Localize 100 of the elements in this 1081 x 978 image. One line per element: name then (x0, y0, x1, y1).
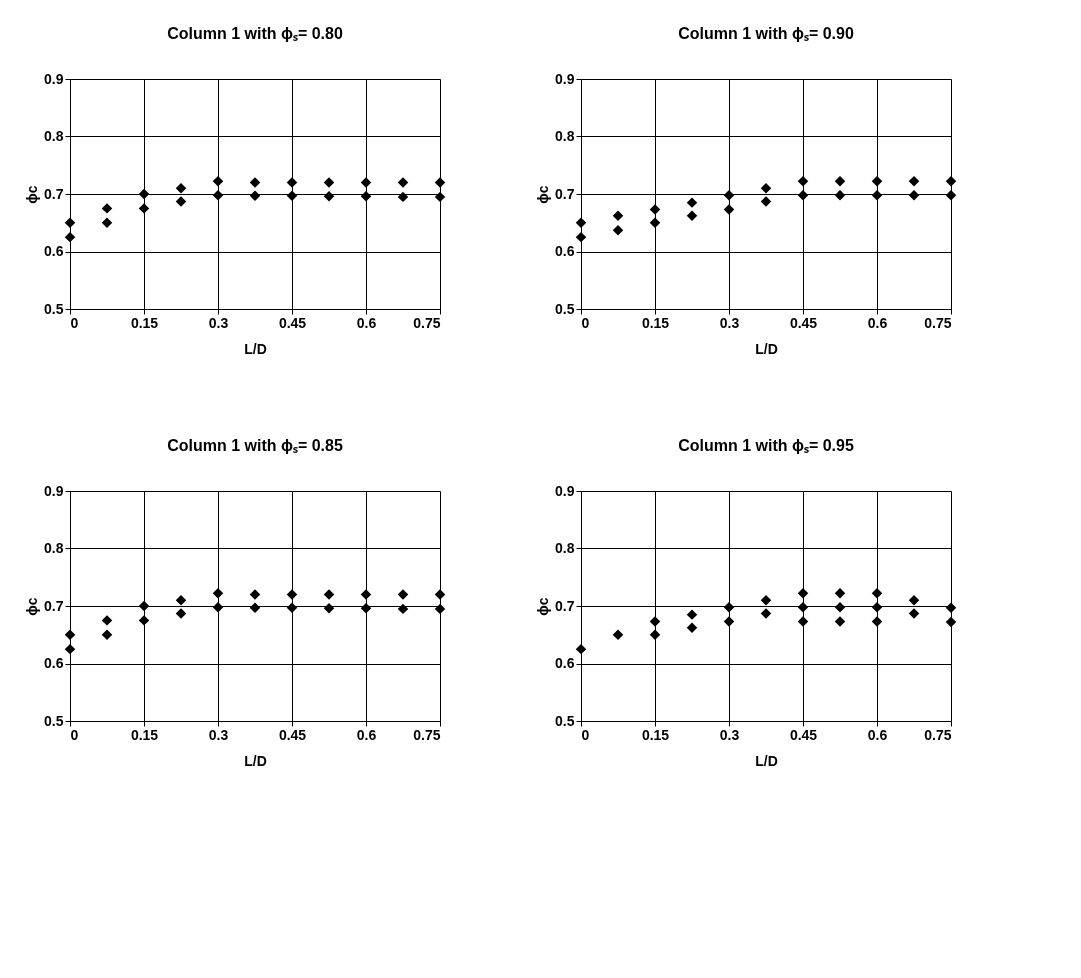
point (101, 217, 113, 228)
point (360, 589, 372, 600)
point (797, 588, 809, 599)
point (871, 616, 883, 627)
point (834, 601, 846, 613)
y-axis-title: ϕc (24, 597, 41, 616)
point (871, 189, 883, 201)
point (723, 616, 735, 627)
point (323, 603, 335, 614)
x-tick-label: 0 (70, 726, 79, 743)
point (723, 601, 735, 613)
y-tick-label: 0.6 (44, 655, 64, 671)
point (249, 177, 261, 188)
x-axis-title: L/D (244, 752, 267, 769)
point (434, 589, 446, 600)
y-tick-label: 0.6 (44, 243, 64, 259)
point (101, 629, 113, 640)
point (434, 177, 446, 188)
x-tick-label: 0.6 (356, 726, 377, 743)
point (834, 189, 846, 201)
point (797, 176, 809, 187)
point (760, 196, 772, 207)
x-tick-label: 0.75 (924, 726, 952, 743)
y-tick-label: 0.6 (555, 243, 575, 259)
x-tick-label: 0 (581, 726, 590, 743)
y-axis-title: ϕc (535, 597, 552, 616)
y-tick-label: 0.5 (555, 712, 575, 729)
point (434, 191, 446, 203)
point (575, 643, 587, 655)
point (575, 231, 587, 243)
point (797, 189, 809, 201)
x-tick-label: 0.6 (867, 314, 888, 331)
x-tick-label: 0.45 (789, 726, 818, 743)
x-tick-label: 0.15 (130, 726, 159, 743)
point (212, 601, 224, 613)
point (723, 189, 735, 201)
point (212, 588, 224, 599)
point (323, 191, 335, 202)
point (360, 177, 372, 188)
point (945, 189, 957, 201)
point (649, 616, 661, 627)
point (323, 589, 335, 600)
point (360, 191, 372, 202)
x-tick-label: 0.45 (278, 726, 307, 743)
point (249, 190, 261, 201)
x-tick-label: 0.75 (413, 726, 441, 743)
point (212, 176, 224, 187)
point (286, 177, 298, 188)
point (175, 196, 187, 207)
y-tick-label: 0.9 (555, 482, 575, 499)
point (945, 616, 957, 628)
y-tick-label: 0.6 (555, 655, 575, 671)
point (723, 204, 735, 215)
point (286, 589, 298, 600)
point (323, 177, 335, 188)
point (945, 176, 957, 187)
x-tick-label: 0.15 (641, 726, 670, 743)
point (138, 188, 150, 200)
point (760, 183, 772, 194)
point (612, 210, 624, 222)
point (101, 615, 113, 626)
x-tick-label: 0.45 (278, 314, 307, 331)
point (138, 203, 150, 214)
point (612, 224, 624, 236)
point (397, 603, 409, 615)
y-axis-title: ϕc (535, 185, 552, 204)
point (649, 629, 661, 640)
point (908, 189, 920, 201)
x-tick-label: 0.3 (719, 314, 740, 331)
chart-title: Column 1 with ϕₛ= 0.95 (678, 437, 854, 454)
point (908, 608, 920, 619)
x-axis-title: L/D (244, 340, 267, 357)
point (871, 588, 883, 599)
point (175, 608, 187, 619)
point (649, 217, 661, 228)
x-tick-label: 0.3 (208, 314, 229, 331)
point (138, 615, 150, 626)
point (64, 217, 76, 228)
point (101, 203, 113, 214)
point (175, 183, 187, 194)
point (575, 217, 587, 228)
point (397, 191, 409, 203)
point (64, 231, 76, 243)
x-tick-label: 0 (70, 314, 79, 331)
y-tick-label: 0.7 (555, 597, 575, 614)
point (360, 603, 372, 614)
x-tick-label: 0.3 (719, 726, 740, 743)
y-tick-label: 0.8 (555, 128, 575, 144)
point (834, 176, 846, 187)
point (871, 176, 883, 187)
point (249, 602, 261, 613)
point (871, 601, 883, 613)
point (649, 204, 661, 215)
y-tick-label: 0.7 (555, 185, 575, 202)
x-tick-label: 0.6 (867, 726, 888, 743)
y-tick-label: 0.8 (44, 540, 64, 556)
x-tick-label: 0.6 (356, 314, 377, 331)
x-tick-label: 0.3 (208, 726, 229, 743)
point (908, 595, 920, 606)
x-tick-label: 0.75 (413, 314, 441, 331)
